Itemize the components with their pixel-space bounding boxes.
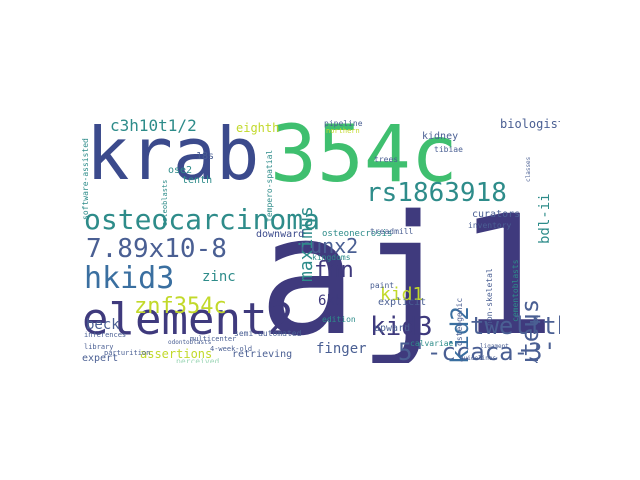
cloud-word: pipeline bbox=[324, 119, 363, 128]
cloud-word: edition bbox=[322, 315, 356, 324]
cloud-word: odontoblasts bbox=[168, 339, 212, 346]
cloud-word: retrieving bbox=[232, 349, 293, 360]
cloud-word: multicenter bbox=[190, 335, 237, 343]
cloud-word: 6kb bbox=[318, 293, 344, 309]
cloud-word: osteoblasts bbox=[161, 179, 169, 226]
cloud-word: paint bbox=[370, 281, 395, 290]
cloud-word: rs1863918 bbox=[366, 178, 507, 208]
cloud-word: fhn bbox=[314, 258, 354, 283]
cloud-word: osteogenic bbox=[455, 297, 464, 346]
cloud-word: zinc bbox=[202, 269, 236, 285]
cloud-word: calvariae bbox=[410, 339, 454, 348]
cloud-word: osteonecrosis bbox=[322, 229, 393, 239]
cloud-word: parturition bbox=[104, 349, 151, 357]
cloud-word: osteocarcinoma bbox=[84, 203, 321, 236]
cloud-word: perceived bbox=[176, 357, 220, 364]
cloud-word: bdl-ii bbox=[537, 193, 553, 244]
cloud-word: semi-automated bbox=[234, 329, 302, 338]
cloud-word: cementoblasts bbox=[511, 259, 520, 322]
cloud-word: ose2 bbox=[168, 165, 193, 176]
cloud-word: downward bbox=[256, 229, 305, 240]
cloud-word: kingdoms bbox=[312, 253, 351, 262]
cloud-word: expert bbox=[82, 353, 119, 364]
cloud-word: beck bbox=[86, 317, 120, 333]
cloud-word: tempero-spatial bbox=[265, 149, 274, 222]
cloud-word: upward bbox=[374, 323, 411, 334]
cloud-word: guidelines bbox=[460, 355, 497, 362]
cloud-word: explicit bbox=[378, 297, 427, 308]
cloud-word: 354c bbox=[270, 118, 458, 200]
cloud-word: kid3 bbox=[370, 312, 433, 342]
cloud-word: non-skeletal bbox=[485, 268, 494, 326]
word-cloud: krab354caj18element2 osteocarcinoma rs1863… bbox=[80, 118, 560, 363]
cloud-word: twelfth bbox=[470, 312, 560, 340]
cloud-word: tibiae bbox=[434, 145, 463, 154]
cloud-word: inventory bbox=[468, 221, 512, 230]
cloud-word: curators bbox=[472, 209, 521, 220]
cloud-word: aj18 bbox=[258, 180, 560, 363]
cloud-word: finger bbox=[316, 341, 367, 357]
cloud-word: eighth bbox=[236, 121, 280, 135]
cloud-word: runx2 bbox=[298, 234, 359, 258]
cloud-word: znf354c bbox=[134, 294, 227, 319]
cloud-word: software-assisted bbox=[81, 138, 90, 220]
cloud-word: maximus bbox=[296, 206, 317, 282]
cloud-word: biologist bbox=[500, 118, 560, 131]
cloud-word: treadmill bbox=[370, 227, 414, 236]
cloud-word: 4-week-old bbox=[210, 345, 253, 353]
cloud-word: c3h10t1/2 bbox=[110, 118, 197, 135]
cloud-word: northern bbox=[326, 127, 360, 135]
cloud-word: kidney bbox=[422, 131, 459, 142]
cloud-word: ligament bbox=[480, 343, 509, 350]
cloud-word: gluteus bbox=[516, 298, 544, 363]
cloud-word: element2 bbox=[82, 294, 294, 345]
cloud-word: krab bbox=[86, 118, 260, 196]
cloud-word: assertions bbox=[140, 347, 213, 361]
cloud-word: classes bbox=[525, 156, 532, 182]
cloud-word: tenth bbox=[182, 175, 213, 186]
cloud-word: trees bbox=[374, 155, 399, 164]
cloud-word: 5'-ccaca-3' bbox=[398, 338, 557, 363]
cloud-word: library bbox=[84, 343, 114, 351]
cloud-word: inferences bbox=[84, 331, 127, 339]
cloud-word: 7.89x10-8 bbox=[86, 234, 227, 264]
cloud-word: 18s bbox=[196, 151, 215, 162]
cloud-word: kid1 bbox=[380, 284, 424, 305]
cloud-word: hkid3 bbox=[84, 261, 175, 296]
